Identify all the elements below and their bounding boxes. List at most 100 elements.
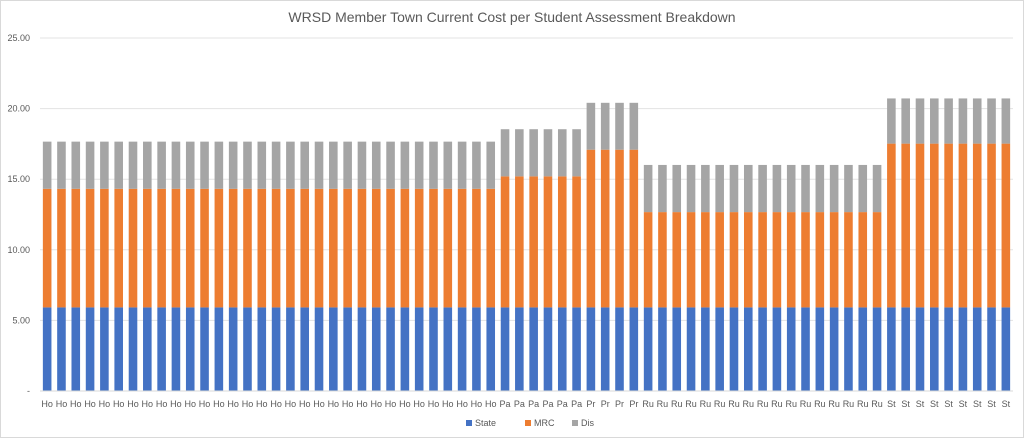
bar-segment-dis bbox=[557, 129, 567, 177]
bar-segment-state bbox=[486, 307, 496, 391]
bar-segment-mrc bbox=[85, 188, 95, 308]
y-tick-label: 10.00 bbox=[7, 245, 30, 255]
bar-segment-mrc bbox=[472, 188, 481, 308]
bar-segment-dis bbox=[329, 141, 338, 189]
bar-segment-dis bbox=[1001, 98, 1011, 144]
bar-segment-state bbox=[715, 307, 724, 391]
bar-segment-dis bbox=[486, 141, 496, 189]
bar-segment-state bbox=[901, 307, 910, 391]
bar-segment-dis bbox=[114, 141, 123, 189]
bar-segment-mrc bbox=[701, 212, 710, 308]
bar-segment-state bbox=[400, 307, 410, 391]
bar-segment-state bbox=[743, 307, 753, 391]
bar-segment-dis bbox=[85, 141, 95, 189]
x-tick-label: Ho bbox=[285, 399, 297, 409]
legend-label-state: State bbox=[475, 418, 496, 428]
bar-segment-state bbox=[57, 307, 66, 391]
bar-segment-dis bbox=[715, 164, 724, 213]
bar-segment-state bbox=[314, 307, 324, 391]
bar-segment-dis bbox=[901, 98, 910, 144]
bar-segment-dis bbox=[987, 98, 996, 144]
bar-segment-dis bbox=[858, 164, 868, 213]
bar-segment-state bbox=[143, 307, 152, 391]
bar-segment-dis bbox=[443, 141, 453, 189]
x-tick-label: Ru bbox=[700, 399, 712, 409]
bar-segment-state bbox=[42, 307, 52, 391]
bar-segment-state bbox=[271, 307, 281, 391]
bar-segment-state bbox=[686, 307, 696, 391]
bar-segment-mrc bbox=[958, 143, 968, 308]
bar-segment-mrc bbox=[557, 176, 567, 308]
x-tick-label: Ho bbox=[156, 399, 168, 409]
bar-segment-state bbox=[629, 307, 639, 391]
bar-segment-dis bbox=[572, 129, 581, 177]
bar-segment-state bbox=[615, 307, 624, 391]
bar-segment-dis bbox=[743, 164, 753, 213]
bar-segment-mrc bbox=[243, 188, 252, 308]
x-tick-label: Ho bbox=[356, 399, 368, 409]
bar-segment-mrc bbox=[486, 188, 496, 308]
bar-segment-dis bbox=[658, 164, 667, 213]
bar-segment-mrc bbox=[157, 188, 166, 308]
bar-segment-mrc bbox=[414, 188, 424, 308]
bar-segment-dis bbox=[71, 141, 81, 189]
bar-segment-dis bbox=[829, 164, 839, 213]
x-tick-label: St bbox=[1002, 399, 1011, 409]
bar-segment-state bbox=[343, 307, 352, 391]
bar-segment-state bbox=[214, 307, 224, 391]
bar-segment-state bbox=[371, 307, 381, 391]
x-tick-label: St bbox=[916, 399, 925, 409]
bar-segment-state bbox=[515, 307, 524, 391]
bar-segment-mrc bbox=[42, 188, 52, 308]
bar-segment-dis bbox=[758, 164, 767, 213]
bar-segment-state bbox=[557, 307, 567, 391]
bar-segment-state bbox=[701, 307, 710, 391]
bar-segment-dis bbox=[872, 164, 882, 213]
x-tick-label: Ho bbox=[471, 399, 483, 409]
bar-segment-mrc bbox=[400, 188, 410, 308]
legend-label-dis: Dis bbox=[581, 418, 594, 428]
y-tick-label: 5.00 bbox=[12, 315, 30, 325]
x-tick-label: Pa bbox=[514, 399, 525, 409]
bar-segment-state bbox=[1001, 307, 1011, 391]
bar-segment-mrc bbox=[801, 212, 810, 308]
bar-segment-state bbox=[815, 307, 825, 391]
bar-segment-mrc bbox=[600, 149, 610, 308]
bar-segment-dis bbox=[543, 129, 553, 177]
bar-segment-dis bbox=[643, 164, 653, 213]
bar-segment-dis bbox=[357, 141, 367, 189]
bar-segment-state bbox=[414, 307, 424, 391]
bar-segment-mrc bbox=[185, 188, 195, 308]
bar-segment-dis bbox=[801, 164, 810, 213]
bar-segment-mrc bbox=[429, 188, 438, 308]
bar-segment-dis bbox=[615, 102, 624, 150]
x-tick-label: Ho bbox=[99, 399, 111, 409]
bar-segment-mrc bbox=[844, 212, 853, 308]
x-tick-label: Ru bbox=[800, 399, 812, 409]
x-tick-label: Ho bbox=[313, 399, 325, 409]
x-tick-label: Ru bbox=[685, 399, 697, 409]
bar-segment-dis bbox=[400, 141, 410, 189]
bar-segment-mrc bbox=[286, 188, 295, 308]
bar-segment-mrc bbox=[858, 212, 868, 308]
bar-segment-dis bbox=[930, 98, 939, 144]
bar-segment-state bbox=[386, 307, 395, 391]
y-tick-label: 25.00 bbox=[7, 33, 30, 43]
bar-segment-dis bbox=[429, 141, 438, 189]
bar-segment-state bbox=[543, 307, 553, 391]
bar-segment-state bbox=[972, 307, 982, 391]
x-tick-label: Ho bbox=[213, 399, 225, 409]
bar-segment-dis bbox=[672, 164, 682, 213]
bar-segment-mrc bbox=[257, 188, 267, 308]
bar-segment-mrc bbox=[944, 143, 953, 308]
y-tick-label: - bbox=[27, 386, 30, 396]
bar-segment-dis bbox=[414, 141, 424, 189]
x-tick-label: Ru bbox=[743, 399, 755, 409]
bar-segment-dis bbox=[286, 141, 295, 189]
bar-segment-mrc bbox=[901, 143, 910, 308]
bar-segment-dis bbox=[629, 102, 639, 150]
bar-segment-dis bbox=[100, 141, 109, 189]
bar-segment-state bbox=[801, 307, 810, 391]
bar-segment-state bbox=[829, 307, 839, 391]
bar-segment-state bbox=[572, 307, 581, 391]
